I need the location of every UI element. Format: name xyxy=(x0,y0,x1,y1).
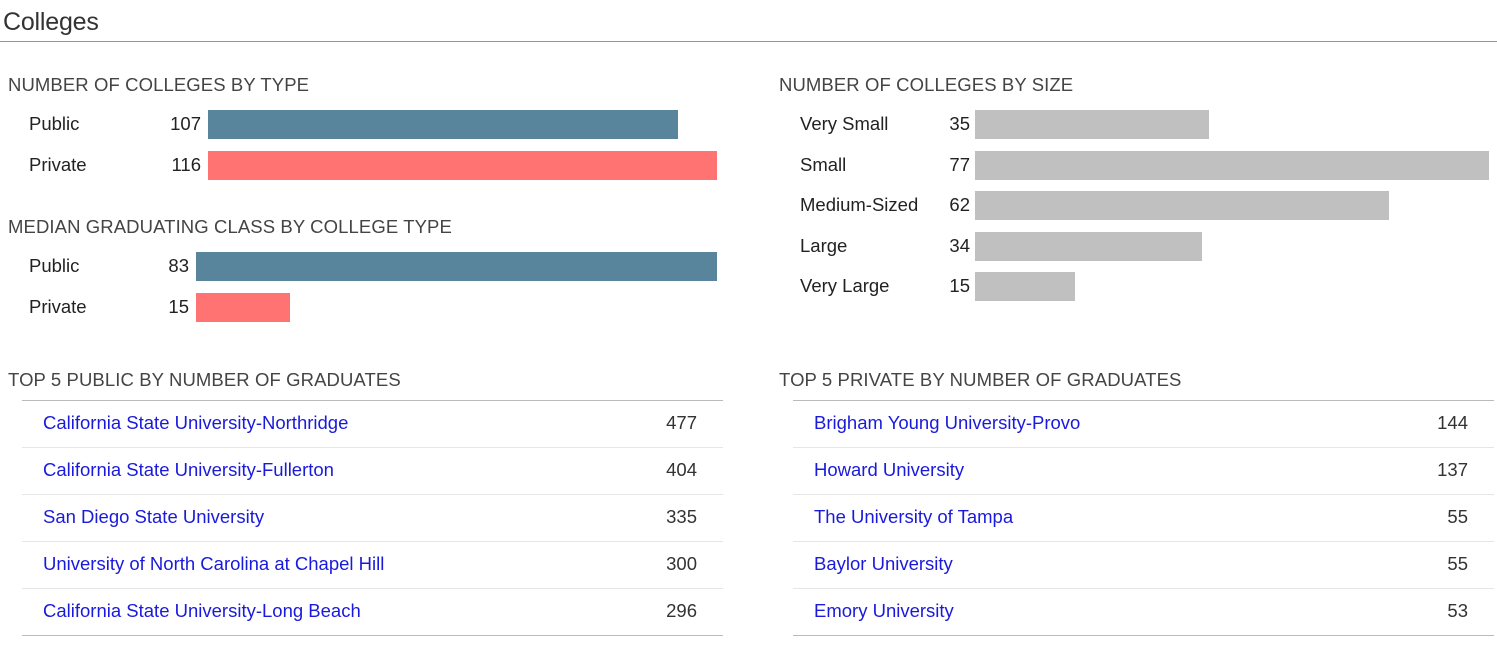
bar-row-public: Public 107 xyxy=(0,110,730,139)
bar xyxy=(975,150,1489,180)
table-row: University of North Carolina at Chapel H… xyxy=(22,542,723,589)
graduate-count: 404 xyxy=(666,459,697,480)
college-link-california-state-university-northridge[interactable]: California State University-Northridge xyxy=(43,412,349,433)
bar-value-label: 34 xyxy=(949,234,970,256)
college-link-san-diego-state-university[interactable]: San Diego State University xyxy=(43,506,265,527)
graduate-count: 300 xyxy=(666,553,697,574)
bar-label: Private xyxy=(29,154,87,175)
college-link-the-university-of-tampa[interactable]: The University of Tampa xyxy=(814,506,1014,527)
bar-value-label: 116 xyxy=(171,154,202,175)
heading-top-private: TOP 5 PRIVATE BY NUMBER OF GRADUATES xyxy=(779,369,1182,390)
bar-row-medium-sized: Medium-Sized 62 xyxy=(771,191,1497,220)
page-title: Colleges xyxy=(3,8,99,36)
bar-label: Large xyxy=(800,234,848,256)
bar-label: Public xyxy=(29,113,80,134)
bar-row-small: Small 77 xyxy=(771,150,1497,180)
bar-value-label: 77 xyxy=(949,153,970,175)
bar-label: Medium-Sized xyxy=(800,194,919,215)
bar-label: Very Small xyxy=(800,113,889,134)
bar xyxy=(975,231,1202,261)
bar-label: Small xyxy=(800,153,847,175)
table-row: California State University-Long Beach 29… xyxy=(22,589,723,636)
table-row: Emory University 53 xyxy=(793,589,1494,636)
bar-row-very-large: Very Large 15 xyxy=(771,272,1497,301)
bar-label: Very Large xyxy=(800,275,890,296)
college-link-california-state-university-long-beach[interactable]: California State University-Long Beach xyxy=(43,600,361,621)
bar-label: Public xyxy=(29,255,80,276)
table-row: The University of Tampa 55 xyxy=(793,495,1494,542)
graduate-count: 55 xyxy=(1447,553,1468,574)
table-top-private: Brigham Young University-Provo 144 Howard … xyxy=(793,400,1494,636)
bar xyxy=(975,191,1389,220)
graduate-count: 296 xyxy=(666,600,697,621)
bar-value-label: 35 xyxy=(949,113,970,134)
table-row: California State University-Fullerton 404 xyxy=(22,448,723,495)
college-link-emory-university[interactable]: Emory University xyxy=(814,600,954,621)
bar-row-very-small: Very Small 35 xyxy=(771,110,1497,139)
table-top-public: California State University-Northridge 47… xyxy=(22,400,723,636)
bar-row-large: Large 34 xyxy=(771,231,1497,261)
bar xyxy=(196,293,291,322)
graduate-count: 335 xyxy=(666,506,697,527)
graduate-count: 137 xyxy=(1437,459,1468,480)
heading-top-public: TOP 5 PUBLIC BY NUMBER OF GRADUATES xyxy=(8,369,401,390)
bar-value-label: 107 xyxy=(170,113,201,134)
college-link-howard-university[interactable]: Howard University xyxy=(814,459,965,480)
bar xyxy=(975,272,1076,301)
bar xyxy=(208,151,717,180)
bar-row-private: Private 116 xyxy=(0,151,730,180)
heading-median-class: MEDIAN GRADUATING CLASS BY COLLEGE TYPE xyxy=(8,216,452,237)
bar xyxy=(208,110,678,139)
table-row: Brigham Young University-Provo 144 xyxy=(793,401,1494,448)
table-row: Howard University 137 xyxy=(793,448,1494,495)
graduate-count: 477 xyxy=(666,412,697,433)
graduate-count: 55 xyxy=(1447,506,1468,527)
college-link-brigham-young-university-provo[interactable]: Brigham Young University-Provo xyxy=(814,412,1081,433)
bar-row-private: Private 15 xyxy=(0,293,730,322)
college-link-california-state-university-fullerton[interactable]: California State University-Fullerton xyxy=(43,459,334,480)
title-divider xyxy=(0,41,1497,42)
table-row: Baylor University 55 xyxy=(793,542,1494,589)
bar-row-public: Public 83 xyxy=(0,252,730,281)
graduate-count: 144 xyxy=(1437,412,1468,433)
bar-label: Private xyxy=(29,296,87,317)
table-row: California State University-Northridge 47… xyxy=(22,401,723,448)
bar-value-label: 83 xyxy=(168,255,189,276)
college-link-baylor-university[interactable]: Baylor University xyxy=(814,553,953,574)
table-row: San Diego State University 335 xyxy=(22,495,723,542)
heading-colleges-by-size: NUMBER OF COLLEGES BY SIZE xyxy=(779,74,1074,95)
bar xyxy=(975,110,1209,139)
bar-value-label: 62 xyxy=(949,194,970,215)
bar-value-label: 15 xyxy=(949,275,970,296)
college-link-university-of-north-carolina-at-chapel-hill[interactable]: University of North Carolina at Chapel H… xyxy=(43,553,385,574)
bar xyxy=(196,252,717,281)
graduate-count: 53 xyxy=(1447,600,1468,621)
bar-value-label: 15 xyxy=(168,296,189,317)
heading-colleges-by-type: NUMBER OF COLLEGES BY TYPE xyxy=(8,74,310,95)
